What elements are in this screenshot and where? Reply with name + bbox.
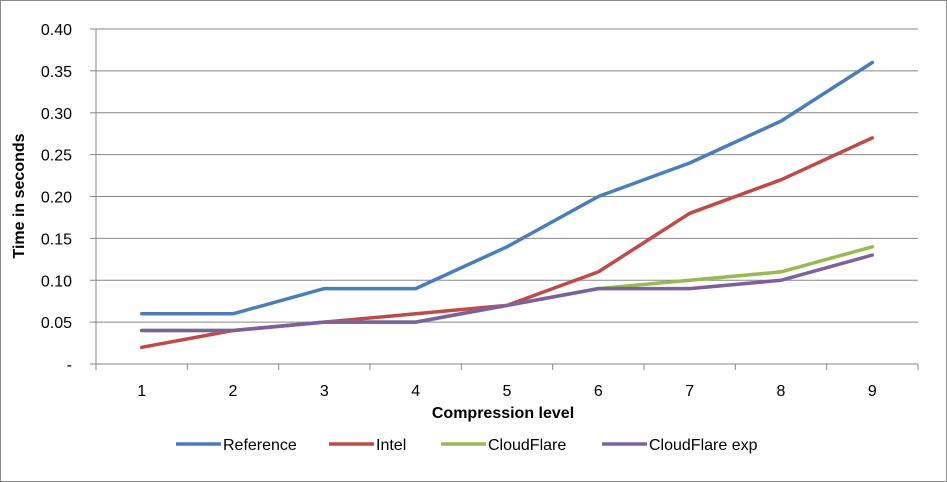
y-tick-label: 0.10: [41, 273, 72, 290]
legend-label: Reference: [223, 437, 297, 454]
x-tick-label: 8: [777, 383, 786, 400]
y-tick-label: 0.20: [41, 190, 72, 207]
y-tick-labels: - 0.05 0.10 0.15 0.20 0.25 0.30 0.35 0.40: [41, 22, 72, 374]
x-axis-title: Compression level: [432, 405, 574, 422]
x-tick-label: 1: [137, 383, 146, 400]
y-axis-title: Time in seconds: [11, 133, 28, 258]
y-tick-label: 0.35: [41, 64, 72, 81]
x-tick-label: 4: [411, 383, 420, 400]
y-tick-label: 0.05: [41, 315, 72, 332]
axes: [95, 29, 919, 370]
series-line-reference: [139, 60, 875, 316]
gridlines: [90, 28, 918, 365]
series-line-cloudflare: [139, 245, 875, 333]
y-tick-label: 0.30: [41, 106, 72, 123]
x-tick-label: 6: [594, 383, 603, 400]
legend: Reference Intel CloudFlare CloudFlare exp: [176, 437, 758, 454]
y-tick-label: -: [67, 357, 72, 374]
x-tick-label: 3: [320, 383, 329, 400]
series-line-cloudflare-exp: [139, 253, 875, 333]
legend-label: Intel: [376, 437, 406, 454]
y-tick-label: 0.25: [41, 148, 72, 165]
series-line-intel: [139, 136, 875, 350]
legend-label: CloudFlare exp: [649, 437, 758, 454]
legend-label: CloudFlare: [488, 437, 566, 454]
x-tick-labels: 1 2 3 4 5 6 7 8 9: [137, 383, 877, 400]
x-tick-label: 7: [685, 383, 694, 400]
series-lines: [139, 60, 875, 350]
x-tick-label: 5: [503, 383, 512, 400]
y-tick-label: 0.15: [41, 231, 72, 248]
x-tick-label: 9: [868, 383, 877, 400]
x-tick-label: 2: [229, 383, 238, 400]
y-tick-label: 0.40: [41, 22, 72, 39]
